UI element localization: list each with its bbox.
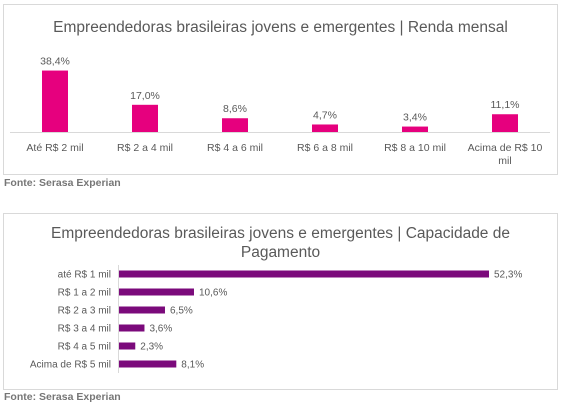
renda-category-label: R$ 2 a 4 mil [117, 142, 173, 154]
renda-bar-chart: 38,4% Até R$ 2 mil 17,0% R$ 2 a 4 mil 8,6% R$… [10, 56, 550, 167]
renda-category-label: Até R$ 2 mil [26, 142, 83, 154]
capacidade-bar-chart: até R$ 1 mil 52,3% R$ 1 a 2 mil 10,6% R$ 2 a… [30, 265, 522, 373]
renda-value-label: 8,6% [223, 103, 247, 115]
renda-category-label: R$ 6 a 8 mil [297, 142, 353, 154]
renda-source-note: Fonte: Serasa Experian [4, 177, 121, 189]
renda-chart-panel: Empreendedoras brasileiras jovens e emer… [3, 4, 558, 175]
capacidade-bar [119, 306, 165, 314]
renda-chart-title: Empreendedoras brasileiras jovens e emer… [53, 19, 508, 36]
capacidade-value-label: 6,5% [170, 306, 193, 317]
renda-value-label: 11,1% [491, 99, 520, 111]
capacidade-bar [119, 288, 194, 296]
renda-category-label: Acima de R$ 10 mil [468, 142, 543, 167]
capacidade-category-label: Acima de R$ 5 mil [30, 360, 111, 371]
capacidade-value-label: 2,3% [140, 342, 163, 353]
capacidade-chart-panel: Empreendedoras brasileiras jovens e emer… [3, 213, 558, 390]
renda-bar [402, 126, 428, 132]
renda-bar [492, 114, 518, 132]
capacidade-bar [119, 270, 489, 278]
capacidade-bar [119, 360, 177, 368]
capacidade-source-note: Fonte: Serasa Experian [4, 391, 121, 403]
capacidade-chart-title: Empreendedoras brasileiras jovens e emer… [51, 225, 510, 261]
capacidade-category-label: R$ 3 a 4 mil [58, 324, 111, 335]
capacidade-category-label: R$ 2 a 3 mil [58, 306, 111, 317]
capacidade-bar [119, 324, 145, 332]
capacidade-category-label: R$ 4 a 5 mil [58, 342, 111, 353]
capacidade-value-label: 8,1% [181, 360, 204, 371]
renda-value-label: 4,7% [313, 109, 337, 121]
capacidade-value-label: 3,6% [149, 324, 172, 335]
capacidade-category-label: até R$ 1 mil [58, 270, 111, 281]
renda-bar [312, 124, 338, 132]
renda-bar [132, 104, 158, 132]
capacidade-bar [119, 342, 136, 350]
renda-category-label: R$ 4 a 6 mil [207, 142, 263, 154]
renda-value-label: 17,0% [130, 90, 160, 102]
capacidade-value-label: 10,6% [199, 288, 227, 299]
renda-bar [42, 70, 68, 132]
renda-value-label: 3,4% [403, 112, 427, 124]
renda-category-label: R$ 8 a 10 mil [384, 142, 446, 154]
capacidade-category-label: R$ 1 a 2 mil [58, 288, 111, 299]
renda-value-label: 38,4% [40, 56, 70, 68]
capacidade-value-label: 52,3% [494, 270, 522, 281]
renda-bar [222, 118, 248, 132]
